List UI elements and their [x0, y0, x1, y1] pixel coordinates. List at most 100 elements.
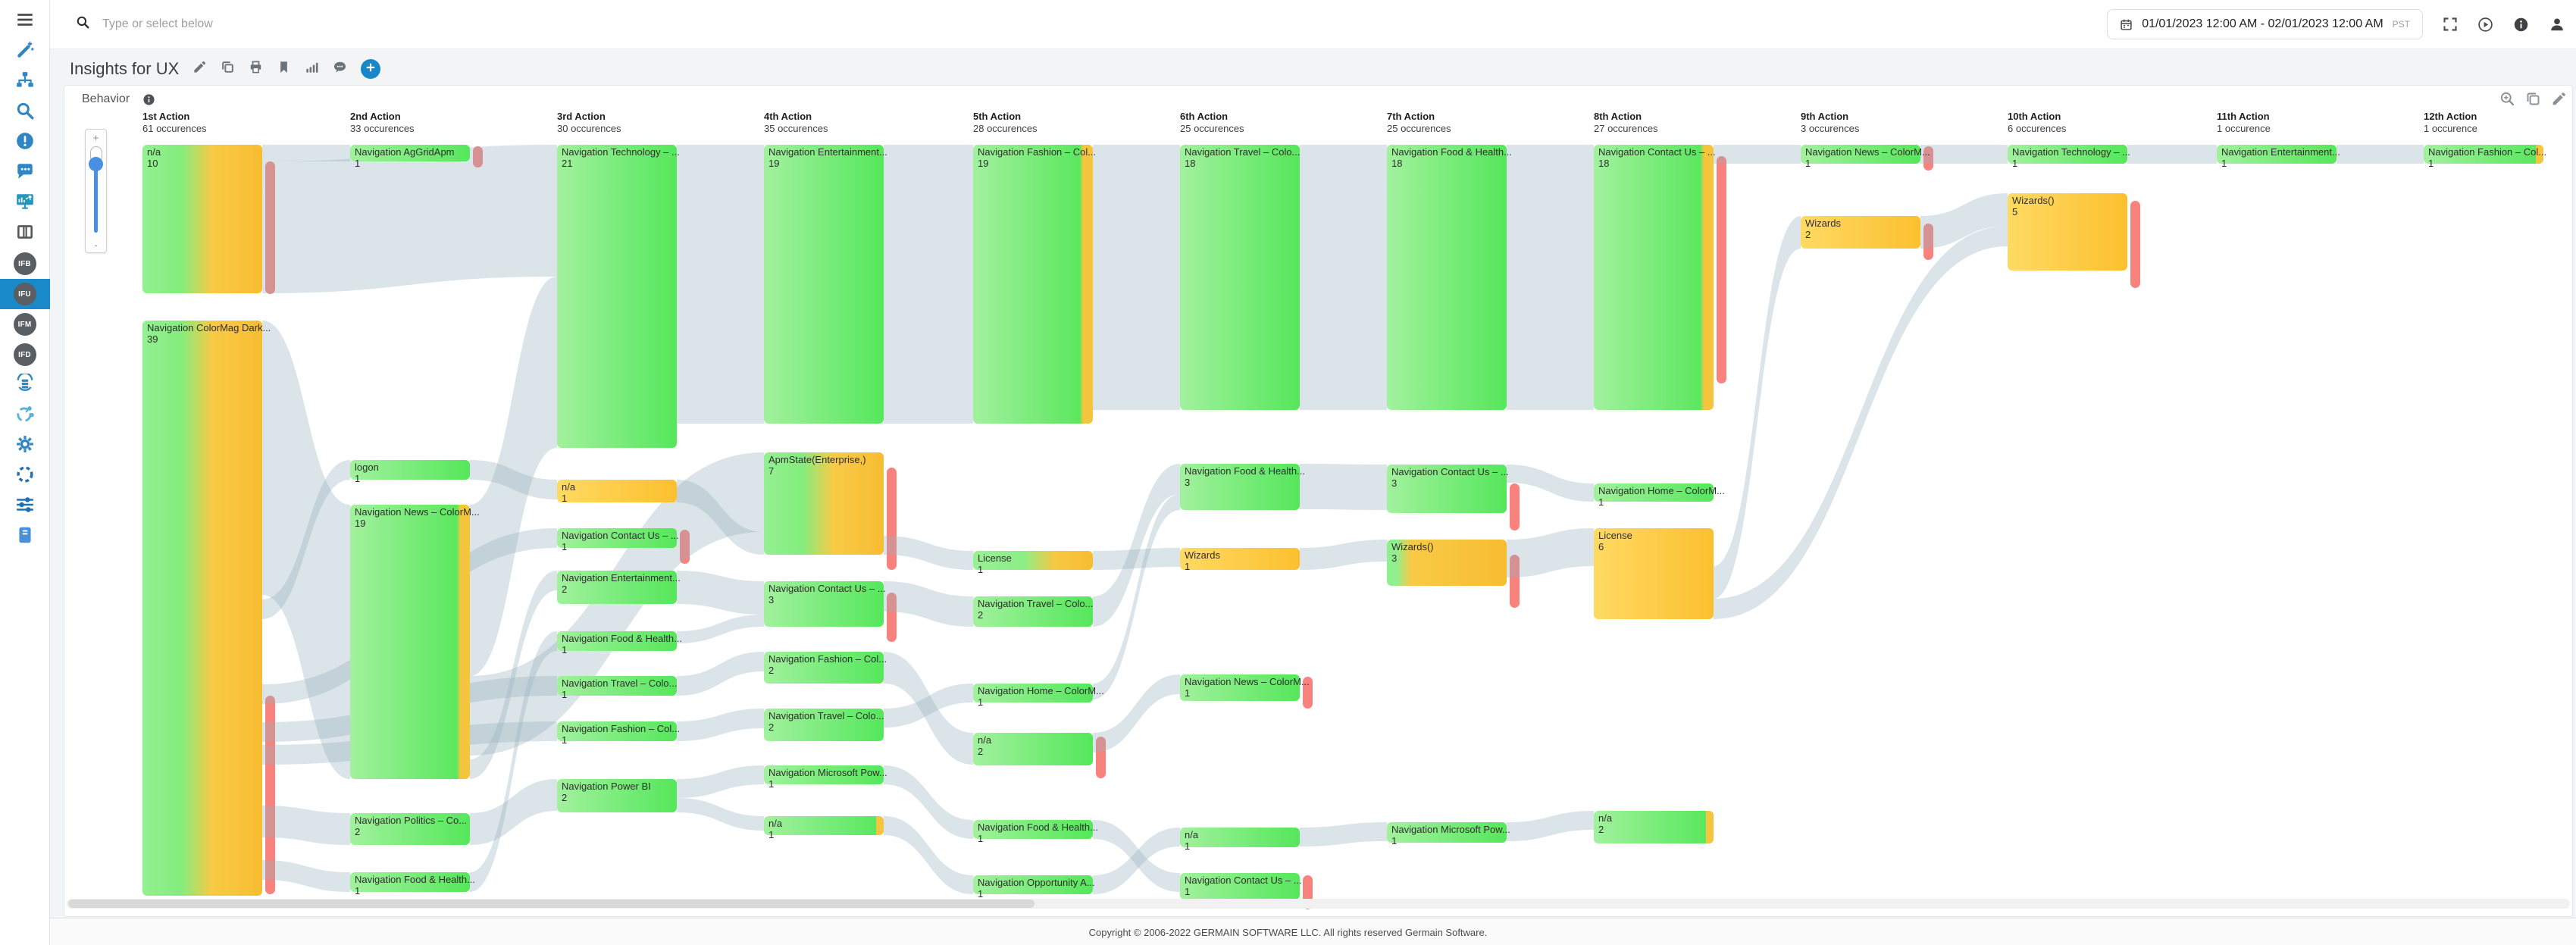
sankey-node[interactable]: n/a 2 — [973, 733, 1093, 765]
sankey-node[interactable]: Navigation Contact Us – ... 1 — [1180, 873, 1302, 900]
sankey-node[interactable]: n/a 2 — [1594, 811, 1714, 843]
sankey-node[interactable]: License 1 — [973, 551, 1093, 575]
sankey-node[interactable]: Navigation News – ColorM... 1 — [1801, 145, 1930, 169]
sankey-node[interactable]: Navigation Power BI 2 — [557, 779, 677, 812]
sankey-node[interactable]: Navigation Food & Health... 1 — [557, 631, 682, 656]
sidebar-item-datastore[interactable] — [0, 370, 50, 400]
sankey-node[interactable]: Navigation Microsoft Pow... 1 — [764, 765, 887, 790]
sankey-node[interactable]: Navigation Entertainment... 1 — [2217, 145, 2340, 169]
sankey-node[interactable]: Navigation Entertainment... 2 — [557, 571, 681, 604]
play-button[interactable] — [2477, 17, 2493, 33]
info-button[interactable] — [2513, 17, 2529, 33]
sankey-node[interactable]: Navigation Microsoft Pow... 1 — [1387, 822, 1510, 846]
sidebar-item-wizard[interactable] — [0, 36, 50, 67]
sidebar-item-filters[interactable] — [0, 491, 50, 521]
date-range-picker[interactable]: 01/01/2023 12:00 AM - 02/01/2023 12:00 A… — [2107, 9, 2423, 39]
sankey-node[interactable]: Navigation Food & Health... 1 — [973, 820, 1098, 844]
edit-chart-button[interactable] — [2551, 91, 2567, 111]
sankey-node[interactable]: Navigation Contact Us – ... 18 — [1594, 145, 1716, 410]
sankey-node[interactable]: Navigation Fashion – Col... 1 — [557, 721, 680, 746]
horizontal-scrollbar[interactable] — [67, 899, 2570, 909]
sankey-node[interactable]: Navigation AgGridApm 1 — [350, 145, 470, 169]
sankey-node[interactable]: Navigation Contact Us – ... 3 — [764, 581, 886, 627]
sankey-node[interactable]: Navigation ColorMag Dark... 39 — [142, 321, 271, 896]
sidebar-item-ifu-selected[interactable]: IFU — [0, 279, 50, 309]
duplicate-button[interactable] — [221, 60, 235, 78]
zoom-slider-handle[interactable] — [89, 157, 103, 171]
user-button[interactable] — [2549, 16, 2565, 33]
sankey-node[interactable]: Navigation Travel – Colo... 18 — [1180, 145, 1300, 410]
chart-button[interactable] — [305, 60, 319, 78]
node-label: n/a 2 — [978, 734, 992, 757]
sidebar-item-alerts[interactable] — [0, 127, 50, 158]
sidebar-item-chat[interactable] — [0, 158, 50, 188]
sidebar-item-monitoring[interactable] — [0, 188, 50, 218]
sankey-node[interactable]: n/a 1 — [557, 480, 677, 504]
sankey-node[interactable]: Navigation Technology – ... 21 — [557, 145, 680, 448]
sankey-node[interactable]: Navigation Entertainment... 19 — [764, 145, 887, 424]
sidebar-item-settings[interactable] — [0, 430, 50, 461]
sankey-node[interactable]: n/a 1 — [1180, 828, 1300, 852]
sankey-node[interactable]: Navigation Fashion – Col... 2 — [764, 652, 887, 684]
sankey-node[interactable]: Navigation Food & Health... 18 — [1387, 145, 1512, 410]
sankey-node[interactable]: Navigation Travel – Colo... 2 — [973, 596, 1093, 627]
sankey-node[interactable]: ApmState(Enterprise,) 7 — [764, 452, 884, 555]
sidebar-item-scope[interactable] — [0, 461, 50, 491]
horizontal-scrollbar-thumb[interactable] — [68, 900, 1034, 908]
sidebar-item-search[interactable] — [0, 97, 50, 127]
sankey-node[interactable]: Navigation Food & Health... 3 — [1180, 464, 1305, 510]
add-button[interactable] — [361, 59, 381, 79]
sankey-node[interactable]: Navigation Home – ColorM... 1 — [973, 684, 1104, 708]
edit-button[interactable] — [192, 60, 207, 78]
sankey-node[interactable]: Navigation Contact Us – ... 3 — [1387, 465, 1509, 513]
sankey-node[interactable]: Navigation Politics – Co... 2 — [350, 813, 470, 845]
sankey-node[interactable]: Navigation Technology – ... 1 — [2008, 145, 2130, 169]
node-label: Navigation Fashion – Col... 2 — [768, 653, 887, 676]
sankey-node[interactable]: Wizards 2 — [1801, 216, 1920, 249]
sankey-node[interactable]: Wizards() 3 — [1387, 540, 1507, 586]
sidebar-item-sitemap[interactable] — [0, 67, 50, 97]
sankey-link — [262, 145, 557, 293]
sankey-node[interactable]: Navigation Food & Health... 1 — [350, 872, 475, 896]
sankey-node[interactable]: Navigation Fashion – Col... 19 — [973, 145, 1096, 424]
sidebar-item-ifb[interactable]: IFB — [0, 249, 50, 279]
node-label: Navigation Contact Us – ... 1 — [1185, 875, 1302, 897]
sidebar-item-share[interactable] — [0, 400, 50, 430]
sankey-link — [1714, 216, 1801, 599]
node-label: Navigation Microsoft Pow... 1 — [768, 767, 887, 790]
sankey-node[interactable]: n/a 1 — [764, 816, 884, 840]
zoom-plus-label[interactable]: + — [92, 132, 99, 143]
sankey-node[interactable]: Navigation Fashion – Col... 1 — [2424, 145, 2546, 169]
sankey-node[interactable]: Wizards() 5 — [2008, 193, 2127, 271]
zoom-minus-label[interactable]: - — [94, 239, 98, 251]
behavior-info-button[interactable] — [142, 93, 155, 110]
zoom-in-button[interactable] — [2499, 91, 2515, 111]
sidebar-item-ifd[interactable]: IFD — [0, 340, 50, 370]
sidebar-item-docs[interactable] — [0, 521, 50, 552]
sankey-link — [677, 798, 764, 831]
sankey-node[interactable]: Wizards 1 — [1180, 548, 1300, 572]
sankey-node[interactable]: Navigation Travel – Colo... 2 — [764, 709, 884, 741]
fullscreen-button[interactable] — [2443, 17, 2458, 32]
sankey-node[interactable]: Navigation News – ColorM... 1 — [1180, 674, 1310, 701]
search-input[interactable] — [101, 17, 1241, 32]
zoom-slider-track[interactable] — [94, 149, 98, 233]
sankey-node[interactable]: License 6 — [1594, 528, 1714, 619]
sankey-node[interactable]: Navigation News – ColorM... 19 — [350, 505, 480, 779]
print-button[interactable] — [249, 60, 263, 78]
sidebar-item-layout[interactable] — [0, 218, 50, 249]
sidebar-item-ifm[interactable]: IFM — [0, 309, 50, 340]
sankey-node[interactable]: logon 1 — [350, 460, 470, 484]
sankey-node[interactable]: Navigation Home – ColorM... 1 — [1594, 483, 1725, 508]
bookmark-button[interactable] — [277, 60, 291, 78]
duplicate-chart-button[interactable] — [2525, 91, 2541, 111]
sankey-node[interactable]: Navigation Travel – Colo... 1 — [557, 676, 677, 700]
hamburger-menu-button[interactable] — [0, 6, 50, 36]
comment-button[interactable] — [333, 60, 347, 78]
sankey-node[interactable]: Navigation Opportunity A... 1 — [973, 875, 1095, 900]
sankey-node[interactable]: Navigation Contact Us – ... 1 — [557, 528, 679, 552]
zoom-slider[interactable]: + - — [85, 129, 107, 253]
sankey-link — [1300, 822, 1387, 846]
sankey-node[interactable]: n/a 10 — [142, 145, 262, 293]
